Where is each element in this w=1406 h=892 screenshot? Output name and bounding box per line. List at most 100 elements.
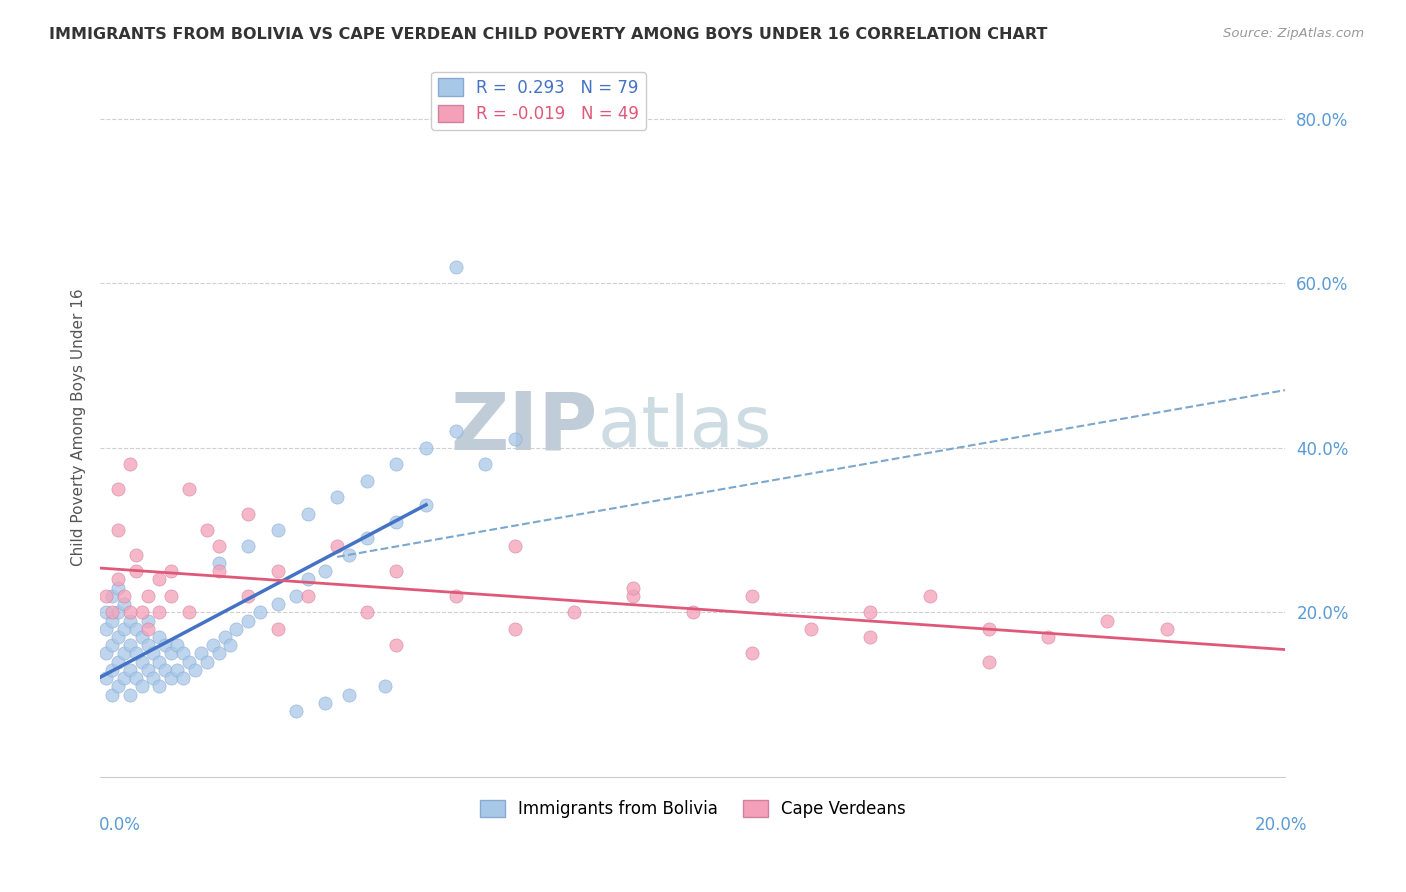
Point (101, 688, 124, 702)
Point (297, 573, 319, 587)
Point (562, 605, 585, 619)
Point (131, 605, 153, 619)
Point (125, 548, 148, 562)
Point (297, 507, 319, 521)
Point (136, 638, 159, 652)
Point (136, 622, 159, 636)
Point (214, 630, 236, 644)
Point (125, 647, 148, 661)
Point (94, 605, 117, 619)
Point (859, 630, 882, 644)
Point (94, 671, 117, 685)
Point (107, 655, 129, 669)
Point (131, 630, 153, 644)
Point (385, 638, 408, 652)
Point (172, 647, 194, 661)
Point (337, 548, 360, 562)
Point (195, 655, 218, 669)
Point (918, 589, 941, 603)
Point (118, 638, 141, 652)
Point (160, 589, 183, 603)
Point (148, 630, 170, 644)
Text: Source: ZipAtlas.com: Source: ZipAtlas.com (1223, 27, 1364, 40)
Point (623, 581, 645, 595)
Point (374, 679, 396, 693)
Point (208, 647, 231, 661)
Point (166, 638, 188, 652)
Point (107, 573, 129, 587)
Point (136, 614, 159, 628)
Point (112, 622, 135, 636)
Point (415, 441, 437, 455)
Point (125, 564, 148, 578)
Point (160, 671, 183, 685)
Point (314, 564, 336, 578)
Point (195, 523, 218, 537)
Point (249, 605, 271, 619)
Point (107, 482, 129, 496)
Point (219, 638, 242, 652)
Point (385, 515, 408, 529)
Point (623, 589, 645, 603)
Point (148, 573, 170, 587)
Point (118, 457, 141, 471)
Point (503, 540, 526, 554)
Point (208, 556, 231, 570)
Point (94, 647, 117, 661)
Point (682, 605, 704, 619)
Text: 20.0%: 20.0% (1256, 815, 1308, 833)
Point (160, 564, 183, 578)
Point (101, 638, 124, 652)
Point (94, 589, 117, 603)
Point (107, 630, 129, 644)
Point (184, 663, 207, 677)
Point (859, 605, 882, 619)
Point (337, 688, 360, 702)
Point (107, 523, 129, 537)
Point (503, 622, 526, 636)
Point (112, 589, 135, 603)
Point (112, 647, 135, 661)
Point (155, 663, 177, 677)
Point (444, 424, 467, 438)
Point (101, 663, 124, 677)
Point (444, 589, 467, 603)
Point (1038, 630, 1060, 644)
Point (977, 655, 1000, 669)
Point (118, 663, 141, 677)
Point (148, 655, 170, 669)
Point (177, 482, 200, 496)
Point (177, 605, 200, 619)
Text: 0.0%: 0.0% (98, 815, 141, 833)
Point (107, 605, 129, 619)
Point (267, 597, 290, 611)
Point (155, 638, 177, 652)
Point (101, 614, 124, 628)
Point (1156, 622, 1178, 636)
Point (118, 688, 141, 702)
Point (118, 614, 141, 628)
Text: IMMIGRANTS FROM BOLIVIA VS CAPE VERDEAN CHILD POVERTY AMONG BOYS UNDER 16 CORREL: IMMIGRANTS FROM BOLIVIA VS CAPE VERDEAN … (49, 27, 1047, 42)
Point (444, 260, 467, 274)
Point (800, 622, 823, 636)
Point (142, 647, 165, 661)
Point (201, 638, 224, 652)
Point (1097, 614, 1119, 628)
Point (107, 679, 129, 693)
Point (356, 605, 378, 619)
Point (142, 671, 165, 685)
Point (125, 671, 148, 685)
Point (125, 622, 148, 636)
Point (238, 614, 260, 628)
Text: atlas: atlas (598, 392, 772, 462)
Point (101, 589, 124, 603)
Point (415, 499, 437, 513)
Point (107, 581, 129, 595)
Point (112, 671, 135, 685)
Point (112, 597, 135, 611)
Point (326, 540, 349, 554)
Point (741, 647, 763, 661)
Point (267, 622, 290, 636)
Point (238, 540, 260, 554)
Point (94, 622, 117, 636)
